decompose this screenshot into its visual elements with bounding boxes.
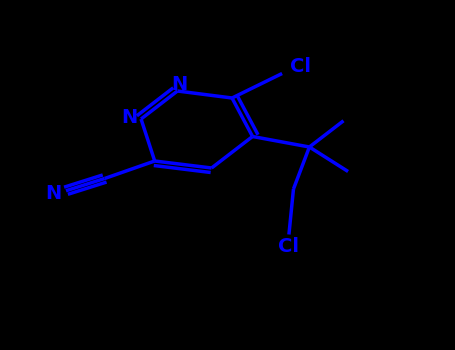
- Text: N: N: [121, 108, 138, 127]
- Text: N: N: [46, 184, 62, 203]
- Text: N: N: [172, 75, 188, 93]
- Text: Cl: Cl: [278, 237, 299, 256]
- Text: Cl: Cl: [290, 57, 311, 76]
